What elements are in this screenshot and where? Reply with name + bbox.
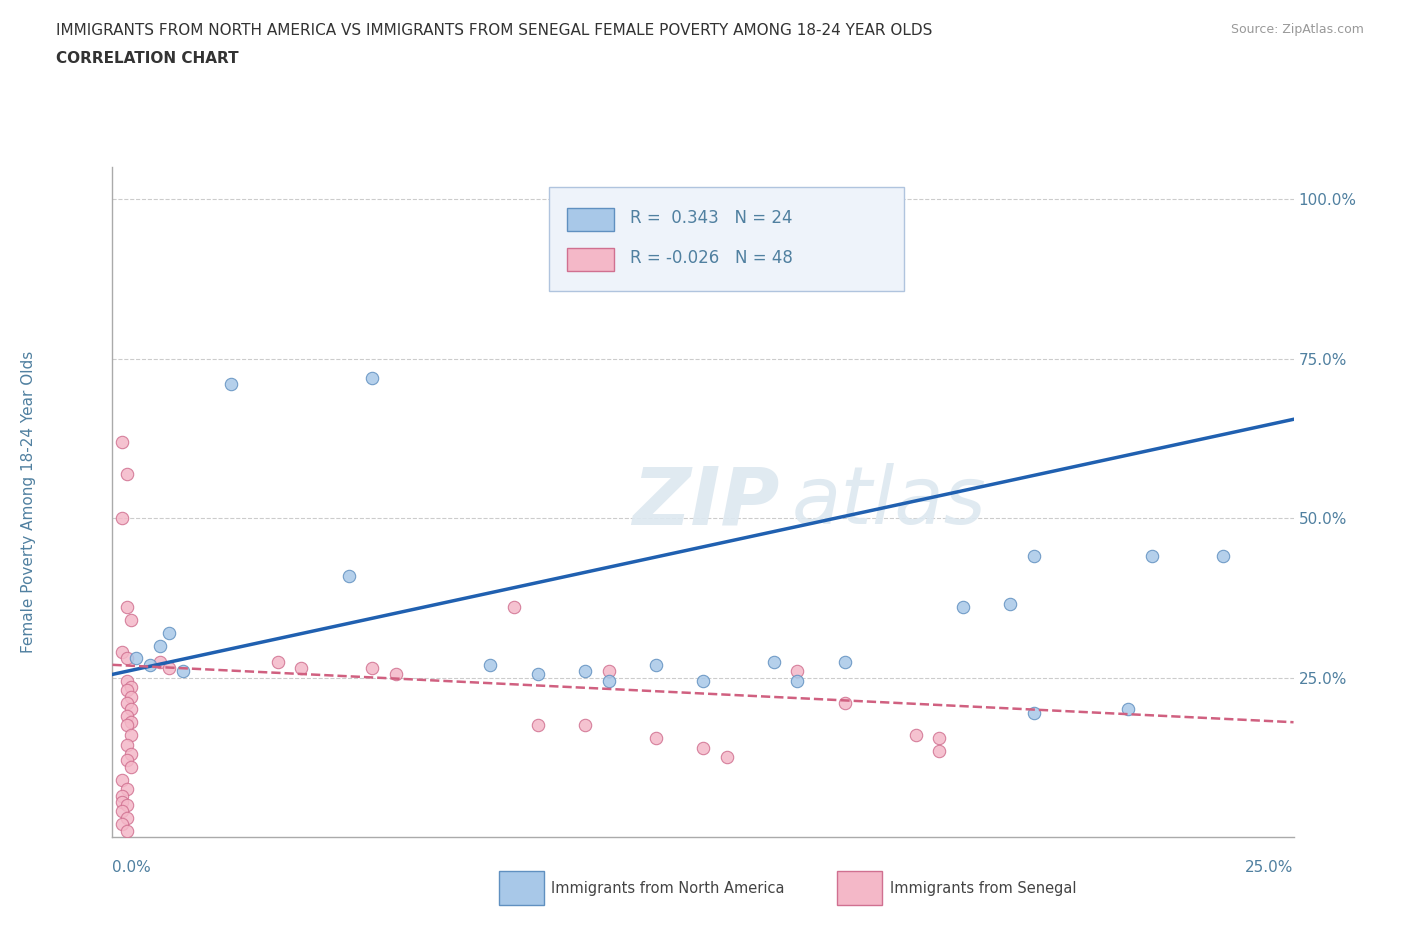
Point [115,810,138,825]
Point [526,718,548,733]
Text: IMMIGRANTS FROM NORTH AMERICA VS IMMIGRANTS FROM SENEGAL FEMALE POVERTY AMONG 18: IMMIGRANTS FROM NORTH AMERICA VS IMMIGRA… [56,23,932,38]
Point [115,718,138,733]
Point [115,782,138,797]
Point [928,743,950,758]
Point [337,568,360,583]
Point [120,715,142,730]
Point [115,673,138,688]
Point [644,731,666,746]
Text: R =  0.343   N = 24: R = 0.343 N = 24 [630,208,792,227]
Point [574,664,596,679]
Point [692,740,714,755]
Text: R = -0.026   N = 48: R = -0.026 N = 48 [630,249,793,267]
Point [904,727,927,742]
Point [574,718,596,733]
Point [692,673,714,688]
Point [125,651,148,666]
Point [111,434,134,449]
Point [526,667,548,682]
Text: ZIP: ZIP [633,463,779,541]
Point [952,600,974,615]
FancyBboxPatch shape [567,207,614,231]
Point [762,654,785,669]
Point [1116,702,1139,717]
Point [120,680,142,695]
Point [115,737,138,752]
Point [149,654,172,669]
Point [1022,549,1045,564]
Point [503,600,526,615]
Point [111,511,134,525]
Text: 0.0%: 0.0% [112,860,152,875]
FancyBboxPatch shape [567,247,614,272]
Point [111,804,134,819]
Point [120,760,142,775]
Text: 25.0%: 25.0% [1246,860,1294,875]
Point [111,817,134,831]
Text: Female Poverty Among 18-24 Year Olds: Female Poverty Among 18-24 Year Olds [21,352,35,653]
Point [716,750,738,764]
Point [834,696,856,711]
Point [928,731,950,746]
Point [644,658,666,672]
Point [111,644,134,659]
Point [111,772,134,787]
Text: Source: ZipAtlas.com: Source: ZipAtlas.com [1230,23,1364,36]
Point [157,660,180,675]
Point [115,696,138,711]
Point [786,664,808,679]
Point [385,667,408,682]
Point [1140,549,1163,564]
Text: CORRELATION CHART: CORRELATION CHART [56,51,239,66]
Point [267,654,290,669]
Point [479,658,502,672]
Point [172,664,194,679]
Text: atlas: atlas [792,463,987,541]
Point [139,658,162,672]
Point [115,798,138,813]
Point [111,794,134,809]
Point [219,377,242,392]
Point [361,660,384,675]
Point [120,702,142,717]
Point [120,727,142,742]
Point [120,747,142,762]
Point [598,673,620,688]
Text: Immigrants from North America: Immigrants from North America [551,881,785,896]
Point [115,683,138,698]
Point [290,660,312,675]
Point [157,626,180,641]
FancyBboxPatch shape [550,188,904,291]
Point [361,370,384,385]
Point [834,654,856,669]
Point [111,788,134,803]
Point [115,753,138,768]
Point [120,613,142,628]
Point [115,600,138,615]
Point [115,823,138,838]
Text: Immigrants from Senegal: Immigrants from Senegal [890,881,1077,896]
Point [786,673,808,688]
Point [598,664,620,679]
Point [149,638,172,653]
Point [120,689,142,704]
Point [115,651,138,666]
Point [115,466,138,481]
Point [115,709,138,724]
Point [1022,705,1045,720]
Point [1212,549,1234,564]
Point [998,597,1021,612]
